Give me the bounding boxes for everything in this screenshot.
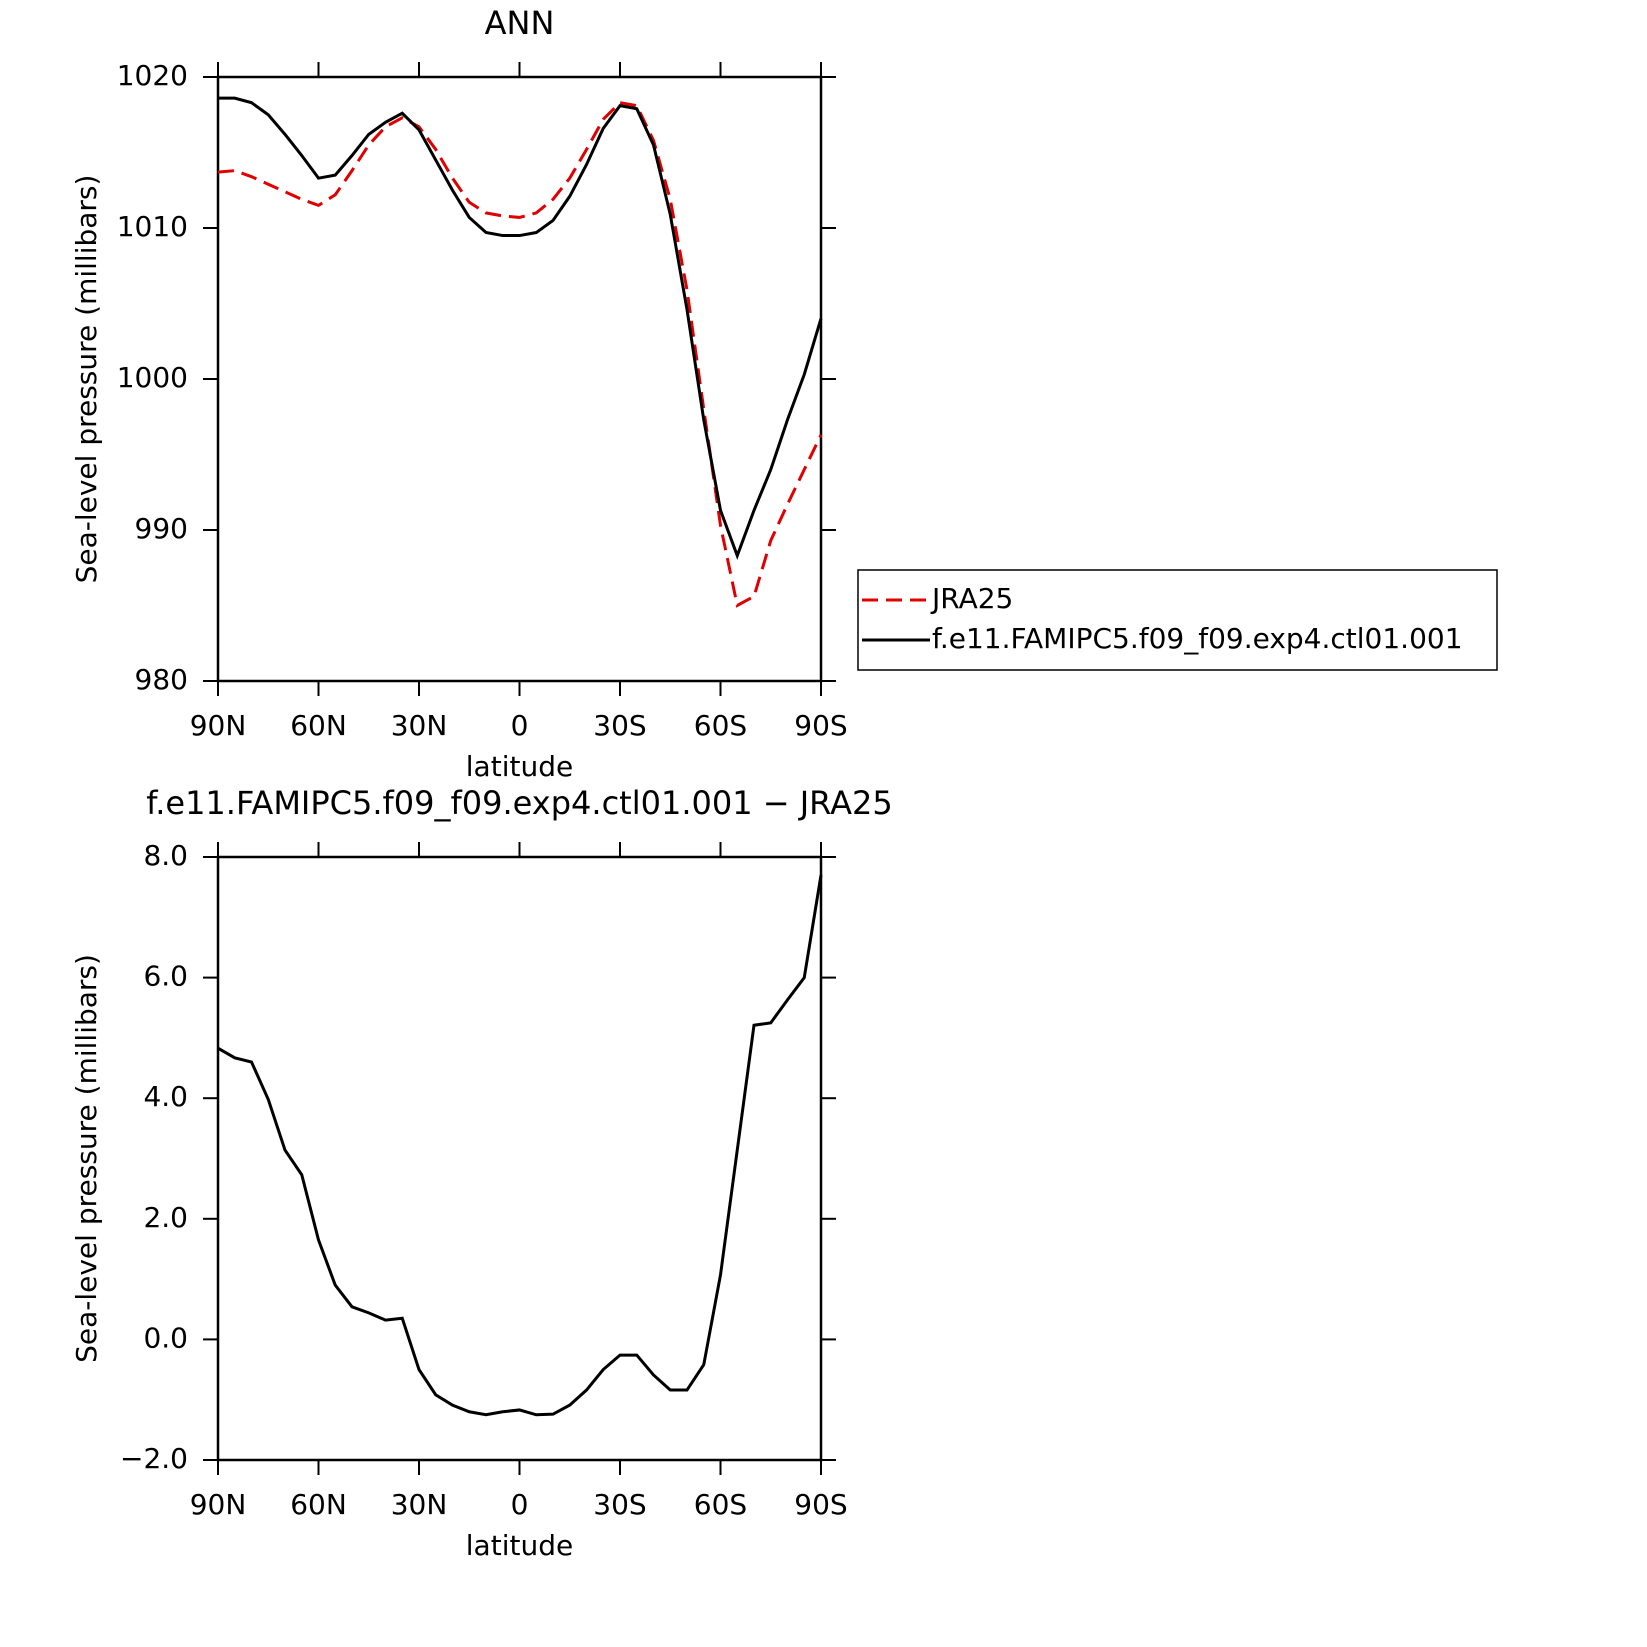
x-tick-label: 30N (391, 1488, 448, 1521)
chart-title: f.e11.FAMIPC5.f09_f09.exp4.ctl01.001 − J… (146, 784, 892, 822)
x-tick-label: 60N (290, 709, 347, 742)
x-tick-label: 30S (593, 1488, 646, 1521)
series-line (217, 874, 823, 1417)
x-axis-label: latitude (466, 750, 573, 783)
x-tick-label: 90S (794, 1488, 847, 1521)
chart-title: ANN (485, 4, 555, 42)
x-tick-label: 60N (290, 1488, 347, 1521)
y-tick-label: 6.0 (143, 960, 188, 993)
y-tick-label: 1010 (117, 210, 188, 243)
x-tick-label: 60S (694, 709, 747, 742)
series-line (217, 101, 823, 608)
y-tick-label: 4.0 (143, 1080, 188, 1113)
x-tick-label: 30N (391, 709, 448, 742)
x-axis-label: latitude (466, 1529, 573, 1562)
plot-frame (216, 75, 823, 683)
y-tick-label: 990 (135, 512, 188, 545)
x-tick-label: 0 (511, 709, 529, 742)
legend-box (857, 569, 1498, 671)
y-tick-label: 8.0 (143, 839, 188, 872)
x-tick-label: 90N (190, 709, 247, 742)
x-tick-label: 90N (190, 1488, 247, 1521)
series-line (218, 96, 823, 560)
y-tick-label: 2.0 (143, 1201, 188, 1234)
x-tick-label: 90S (794, 709, 847, 742)
y-tick-label: −2.0 (120, 1442, 188, 1475)
y-axis-label: Sea-level pressure (millibars) (70, 954, 103, 1363)
y-tick-label: 980 (135, 663, 188, 696)
x-tick-label: 0 (511, 1488, 529, 1521)
y-axis-label: Sea-level pressure (millibars) (70, 175, 103, 584)
plot-frame (216, 855, 823, 1462)
legend-label: JRA25 (930, 582, 1013, 615)
y-tick-label: 1020 (117, 59, 188, 92)
y-tick-label: 0.0 (143, 1321, 188, 1354)
y-tick-label: 1000 (117, 361, 188, 394)
x-tick-label: 60S (694, 1488, 747, 1521)
x-tick-label: 30S (593, 709, 646, 742)
legend-label: f.e11.FAMIPC5.f09_f09.exp4.ctl01.001 (932, 622, 1463, 655)
